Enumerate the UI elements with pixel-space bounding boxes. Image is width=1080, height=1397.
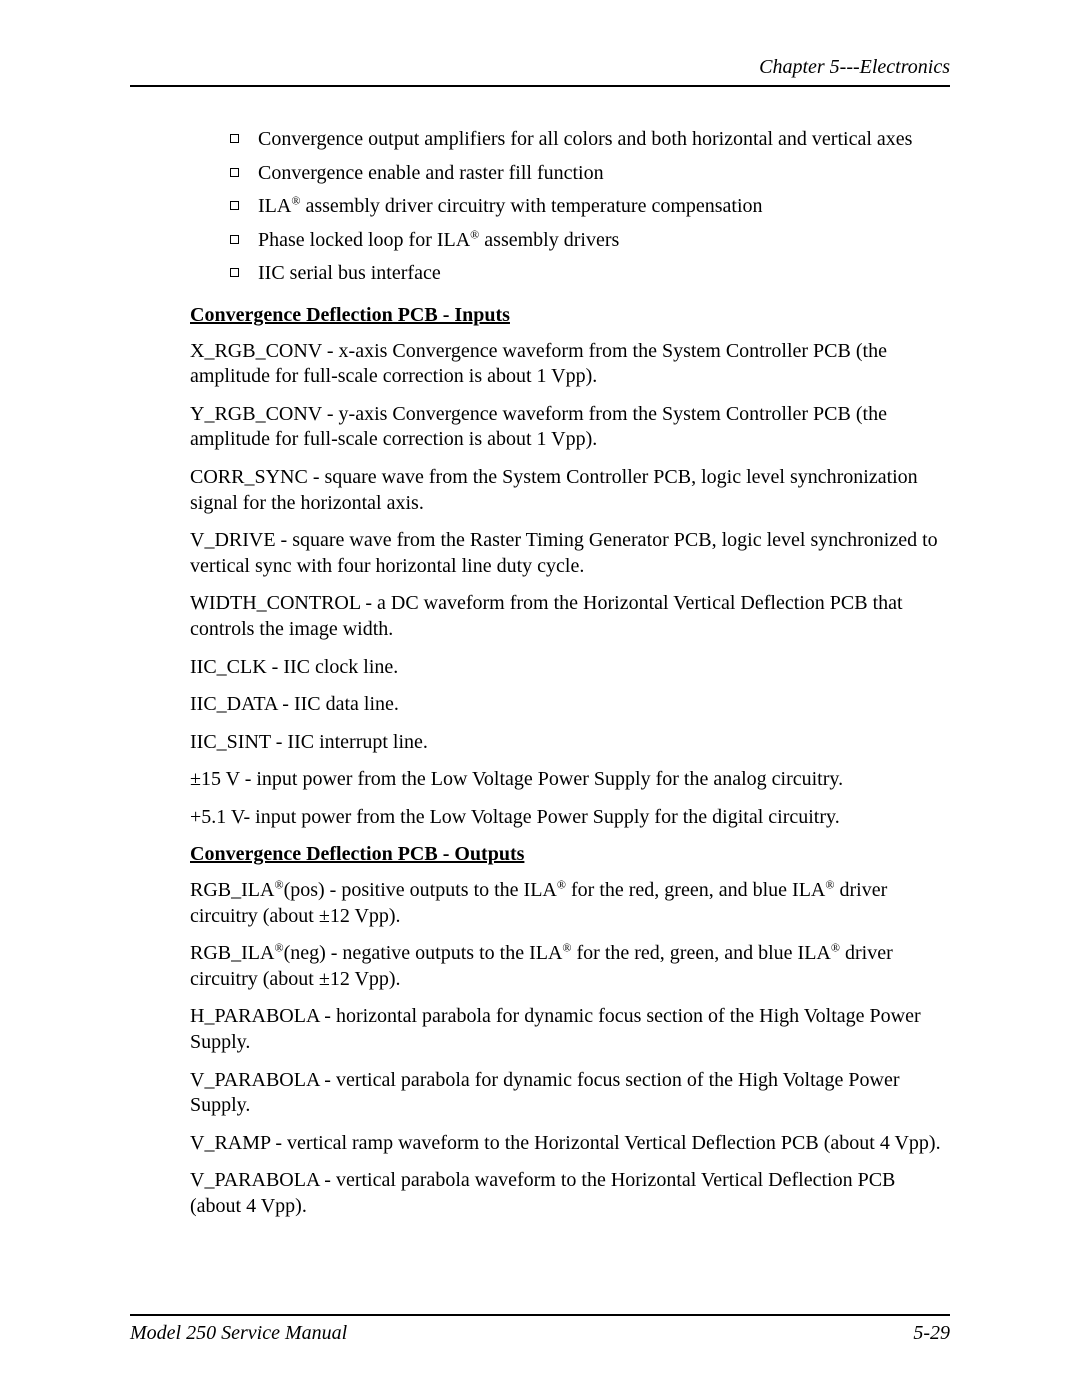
output-pos-para: RGB_ILA®(pos) - positive outputs to the … — [190, 878, 950, 929]
page-content: Convergence output amplifiers for all co… — [130, 127, 950, 1220]
t: RGB_ILA — [190, 879, 274, 901]
input-para: ±15 V - input power from the Low Voltage… — [190, 767, 950, 793]
t: for the red, green, and blue ILA — [566, 879, 825, 901]
header-text: Chapter 5---Electronics — [759, 56, 950, 78]
page-header: Chapter 5---Electronics — [130, 56, 950, 87]
list-item: Phase locked loop for ILA® assembly driv… — [230, 228, 950, 254]
footer-left: Model 250 Service Manual — [130, 1322, 347, 1345]
output-para: H_PARABOLA - horizontal parabola for dyn… — [190, 1004, 950, 1055]
input-para: IIC_CLK - IIC clock line. — [190, 655, 950, 681]
bullet-post: assembly driver circuitry with temperatu… — [300, 195, 762, 217]
input-para: IIC_DATA - IIC data line. — [190, 692, 950, 718]
page-footer: Model 250 Service Manual 5-29 — [130, 1314, 950, 1345]
output-neg-para: RGB_ILA®(neg) - negative outputs to the … — [190, 941, 950, 992]
t: (pos) - positive outputs to the ILA — [284, 879, 557, 901]
bullet-list: Convergence output amplifiers for all co… — [190, 127, 950, 287]
footer-right: 5-29 — [913, 1322, 950, 1345]
registered-icon: ® — [557, 877, 566, 891]
bullet-post: assembly drivers — [479, 229, 619, 251]
output-para: V_PARABOLA - vertical parabola waveform … — [190, 1168, 950, 1219]
input-para: X_RGB_CONV - x-axis Convergence waveform… — [190, 339, 950, 390]
output-para: V_PARABOLA - vertical parabola for dynam… — [190, 1068, 950, 1119]
bullet-pre: Phase locked loop for ILA — [258, 229, 470, 251]
t: RGB_ILA — [190, 942, 274, 964]
input-para: V_DRIVE - square wave from the Raster Ti… — [190, 528, 950, 579]
page: Chapter 5---Electronics Convergence outp… — [0, 0, 1080, 1397]
registered-icon: ® — [274, 877, 283, 891]
t: for the red, green, and blue ILA — [572, 942, 831, 964]
registered-icon: ® — [274, 941, 283, 955]
list-item: IIC serial bus interface — [230, 261, 950, 287]
section-title-inputs: Convergence Deflection PCB - Inputs — [190, 303, 950, 329]
input-para: CORR_SYNC - square wave from the System … — [190, 465, 950, 516]
input-para: WIDTH_CONTROL - a DC waveform from the H… — [190, 591, 950, 642]
output-para: V_RAMP - vertical ramp waveform to the H… — [190, 1131, 950, 1157]
registered-icon: ® — [562, 941, 571, 955]
registered-icon: ® — [470, 227, 479, 241]
section-title-outputs: Convergence Deflection PCB - Outputs — [190, 842, 950, 868]
t: (neg) - negative outputs to the ILA — [284, 942, 563, 964]
bullet-text: IIC serial bus interface — [258, 262, 441, 284]
input-para: +5.1 V- input power from the Low Voltage… — [190, 805, 950, 831]
list-item: Convergence enable and raster fill funct… — [230, 161, 950, 187]
list-item: Convergence output amplifiers for all co… — [230, 127, 950, 153]
bullet-text: Convergence enable and raster fill funct… — [258, 162, 604, 184]
bullet-pre: ILA — [258, 195, 291, 217]
input-para: Y_RGB_CONV - y-axis Convergence waveform… — [190, 402, 950, 453]
bullet-text: Convergence output amplifiers for all co… — [258, 128, 912, 150]
list-item: ILA® assembly driver circuitry with temp… — [230, 194, 950, 220]
input-para: IIC_SINT - IIC interrupt line. — [190, 730, 950, 756]
registered-icon: ® — [831, 941, 840, 955]
